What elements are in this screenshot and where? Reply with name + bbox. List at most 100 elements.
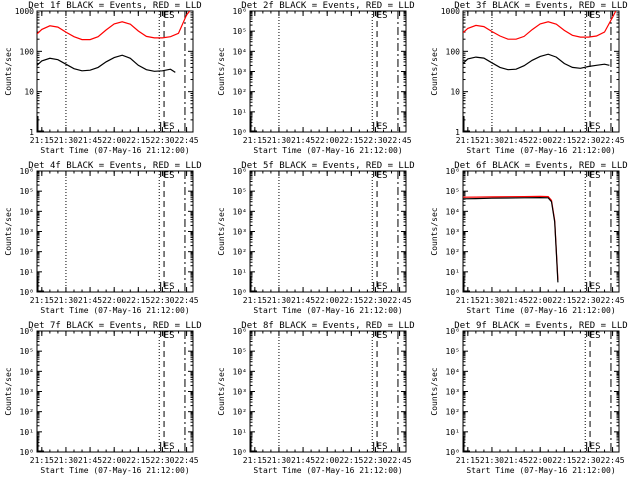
x-tick-label: 21:15	[456, 136, 480, 145]
x-axis-label: Start Time (07-May-16 21:12:00)	[40, 146, 189, 155]
y-tick-label: 1000	[441, 7, 460, 16]
x-tick-label: 21:30	[480, 296, 504, 305]
x-tick-label: 22:00	[528, 296, 552, 305]
y-tick-label: 10⁶	[446, 167, 460, 176]
y-tick-label: 10³	[446, 388, 460, 397]
y-tick-label: 10⁶	[233, 327, 247, 336]
x-tick-label: 22:30	[363, 456, 387, 465]
es-marker-bottom: ES	[590, 282, 601, 292]
x-tick-label: 22:00	[528, 136, 552, 145]
plot-frame	[462, 170, 620, 293]
panel-det-2f: Det 2f BLACK = Events, RED = LLD 10⁰ 10¹ 10…	[217, 1, 415, 155]
y-axis-label: Counts/sec	[4, 207, 13, 255]
x-tick-label: 22:30	[150, 136, 174, 145]
es-marker-bottom: ES	[377, 122, 388, 132]
panel-det-7f: Det 7f BLACK = Events, RED = LLD 10⁰ 10¹ 10…	[4, 321, 202, 475]
y-tick-label: 100	[20, 47, 35, 56]
x-tick-label: 22:15	[552, 456, 576, 465]
es-marker-top: ES	[377, 331, 388, 341]
y-axis-label: Counts/sec	[217, 367, 226, 415]
x-tick-label: 22:15	[339, 136, 363, 145]
y-tick-label: 10²	[20, 248, 34, 257]
start-marker	[37, 436, 44, 452]
x-tick-label: 22:30	[363, 136, 387, 145]
x-tick-label: 22:45	[601, 456, 625, 465]
es-marker-top: ES	[590, 171, 601, 181]
panel-title: Det 8f BLACK = Events, RED = LLD	[241, 321, 414, 331]
x-tick-label: 21:45	[291, 456, 315, 465]
x-tick-label: 22:30	[576, 456, 600, 465]
x-tick-label: 21:30	[267, 296, 291, 305]
x-axis-label: Start Time (07-May-16 21:12:00)	[40, 466, 189, 475]
y-tick-label: 10⁴	[446, 207, 460, 216]
x-tick-label: 22:30	[576, 136, 600, 145]
es-marker-bottom: ES	[377, 282, 388, 292]
events-series-line	[463, 196, 559, 283]
y-tick-label: 10⁴	[446, 367, 460, 376]
x-tick-label: 22:15	[126, 456, 150, 465]
x-tick-label: 22:15	[126, 136, 150, 145]
start-marker	[250, 116, 257, 132]
y-tick-label: 10¹	[446, 268, 460, 277]
y-tick-label: 10⁴	[20, 207, 34, 216]
y-tick-label: 10⁵	[446, 347, 460, 356]
y-tick-label: 10⁵	[233, 347, 247, 356]
y-tick-label: 10²	[446, 408, 460, 417]
y-axis-label: Counts/sec	[217, 47, 226, 95]
panel-det-5f: Det 5f BLACK = Events, RED = LLD 10⁰ 10¹ 10…	[217, 161, 415, 315]
y-axis-label: Counts/sec	[217, 207, 226, 255]
y-tick-label: 10²	[233, 408, 247, 417]
panel-title: Det 3f BLACK = Events, RED = LLD	[454, 1, 627, 11]
x-tick-label: 21:30	[54, 136, 78, 145]
panel-det-4f: Det 4f BLACK = Events, RED = LLD 10⁰ 10¹ 10…	[4, 161, 202, 315]
x-tick-label: 21:45	[78, 296, 102, 305]
y-tick-label: 1	[29, 128, 34, 137]
x-tick-label: 22:45	[601, 296, 625, 305]
y-axis-label: Counts/sec	[430, 207, 439, 255]
y-tick-label: 100	[446, 47, 461, 56]
y-tick-label: 10²	[233, 248, 247, 257]
x-tick-label: 21:15	[243, 136, 267, 145]
x-tick-label: 21:45	[504, 136, 528, 145]
y-tick-label: 10⁵	[233, 187, 247, 196]
x-axis-label: Start Time (07-May-16 21:12:00)	[466, 306, 615, 315]
plot-frame	[462, 330, 620, 453]
x-axis-label: Start Time (07-May-16 21:12:00)	[253, 146, 402, 155]
x-tick-label: 21:30	[267, 456, 291, 465]
y-tick-label: 10⁶	[20, 167, 34, 176]
y-tick-label: 10⁶	[233, 167, 247, 176]
es-marker-top: ES	[377, 11, 388, 21]
y-tick-label: 10⁴	[233, 207, 247, 216]
x-tick-label: 22:15	[126, 296, 150, 305]
start-marker	[463, 436, 470, 452]
x-axis-label: Start Time (07-May-16 21:12:00)	[466, 466, 615, 475]
x-axis-label: Start Time (07-May-16 21:12:00)	[253, 466, 402, 475]
x-tick-label: 22:45	[175, 136, 199, 145]
y-tick-label: 10⁴	[20, 367, 34, 376]
es-marker-top: ES	[590, 331, 601, 341]
x-tick-label: 22:45	[601, 136, 625, 145]
y-tick-label: 10⁴	[233, 47, 247, 56]
x-tick-label: 22:00	[102, 456, 126, 465]
y-tick-label: 10⁰	[233, 288, 247, 297]
y-tick-label: 10	[24, 88, 34, 97]
y-tick-label: 10¹	[233, 108, 247, 117]
y-tick-label: 10³	[20, 388, 34, 397]
x-tick-label: 21:30	[267, 136, 291, 145]
y-tick-label: 10⁰	[233, 448, 247, 457]
x-tick-label: 22:00	[102, 136, 126, 145]
y-tick-label: 10⁰	[446, 288, 460, 297]
panel-det-3f: Det 3f BLACK = Events, RED = LLD 1 10 100 10…	[430, 1, 628, 155]
plot-frame	[36, 170, 194, 293]
start-marker	[250, 436, 257, 452]
start-marker	[463, 276, 470, 292]
x-tick-label: 22:00	[315, 136, 339, 145]
x-tick-label: 22:00	[102, 296, 126, 305]
x-tick-label: 21:45	[504, 296, 528, 305]
y-axis-label: Counts/sec	[430, 367, 439, 415]
es-marker-bottom: ES	[164, 282, 175, 292]
x-tick-label: 22:45	[388, 456, 412, 465]
y-axis-label: Counts/sec	[4, 367, 13, 415]
x-tick-label: 21:15	[456, 456, 480, 465]
x-tick-label: 21:15	[30, 296, 54, 305]
